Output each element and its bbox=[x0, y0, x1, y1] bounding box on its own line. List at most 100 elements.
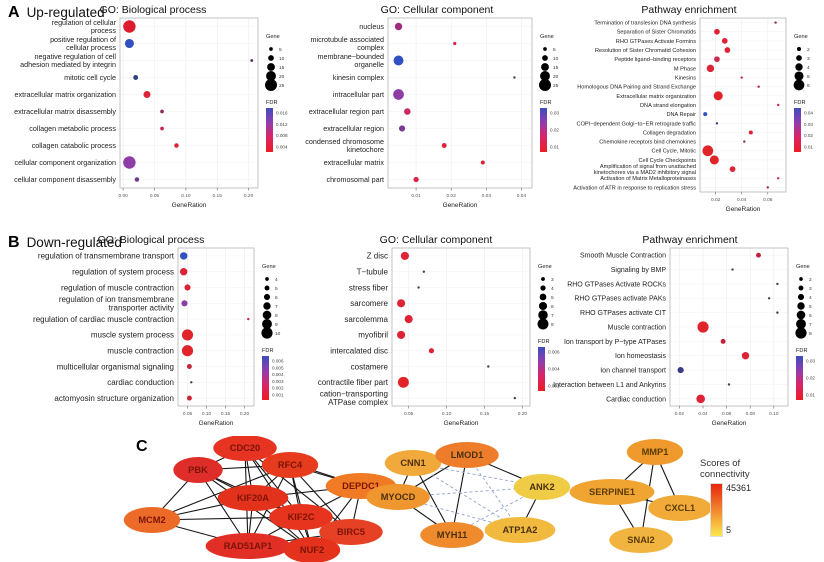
gene-node-label: MMP1 bbox=[642, 447, 669, 457]
connectivity-legend-title-line1: Scores of bbox=[700, 458, 741, 469]
category-label: DNA Repair bbox=[666, 112, 696, 118]
data-point bbox=[729, 166, 736, 172]
category-label: RHO GTPases activate CIT bbox=[580, 310, 667, 317]
category-label: multicellular organismal signaling bbox=[57, 362, 174, 371]
legend-gene-title: Gene bbox=[266, 34, 280, 40]
category-label: DNA strand elongation bbox=[640, 103, 696, 109]
x-tick-label: 0.10 bbox=[202, 411, 212, 417]
panel-a-letter: A bbox=[8, 4, 20, 21]
gene-node-ellipse bbox=[205, 533, 291, 559]
x-tick-label: 0.02 bbox=[675, 411, 685, 417]
data-point bbox=[404, 108, 411, 115]
x-axis-label: GeneRation bbox=[726, 206, 761, 213]
data-point bbox=[394, 22, 403, 31]
data-point bbox=[453, 41, 457, 46]
connectivity-legend-title: Scores of connectivity bbox=[700, 458, 751, 480]
category-label: Resolution of Sister Chromatid Cohesion bbox=[595, 48, 696, 54]
gene-node-BIRC5: BIRC5 bbox=[319, 519, 383, 545]
legend-size-dot bbox=[539, 293, 547, 301]
data-point bbox=[413, 176, 419, 183]
legend-fdr-title: FDR bbox=[266, 100, 278, 106]
legend-fdr-tick: 0.02 bbox=[806, 376, 815, 381]
legend-size-label: 15 bbox=[553, 65, 559, 71]
legend-size-label: 25 bbox=[279, 83, 285, 89]
gene-node-ellipse bbox=[261, 452, 319, 478]
gene-node-ellipse bbox=[319, 519, 383, 545]
legend-size-dot bbox=[539, 79, 551, 91]
gene-node-ANK2: ANK2 bbox=[513, 474, 571, 500]
gene-node-label: KIF2C bbox=[288, 512, 315, 522]
category-label: Activation of ATR in response to replica… bbox=[573, 185, 696, 191]
category-label: Ion homeostasis bbox=[615, 353, 666, 360]
category-label: Ion channel transport bbox=[600, 368, 666, 375]
x-tick-label: 0.05 bbox=[150, 193, 160, 199]
legend-fdr-tick: 0.02 bbox=[550, 128, 559, 133]
legend-fdr-gradient bbox=[262, 356, 269, 400]
category-label: regulation of cellular process bbox=[52, 18, 117, 35]
category-label: Z disc bbox=[367, 252, 388, 261]
data-points bbox=[397, 251, 517, 400]
gene-node-SNAI2: SNAI2 bbox=[609, 527, 673, 553]
category-label: Termination of translesion DNA synthesis bbox=[594, 21, 696, 27]
data-point bbox=[180, 252, 188, 260]
category-label: extracellular matrix organization bbox=[15, 90, 116, 99]
legend-fdr-gradient bbox=[794, 108, 801, 152]
data-point bbox=[766, 186, 769, 189]
legend-fdr-title: FDR bbox=[796, 348, 808, 354]
legend-size-label: 6 bbox=[807, 83, 810, 89]
legend-gene-title: Gene bbox=[262, 264, 276, 270]
legend-fdr-tick: 0.006 bbox=[272, 359, 284, 364]
data-point bbox=[397, 299, 406, 308]
data-point bbox=[774, 21, 777, 24]
gene-node-ellipse bbox=[420, 522, 484, 548]
legend-fdr-tick: 0.012 bbox=[276, 122, 288, 127]
data-points bbox=[677, 252, 779, 404]
x-tick-label: 0.10 bbox=[769, 411, 779, 417]
legend-fdr-tick: 0.001 bbox=[272, 393, 284, 398]
gene-node-label: SERPINE1 bbox=[589, 487, 635, 497]
gene-node-label: ATP1A2 bbox=[503, 525, 538, 535]
dot-plot-svg-a1: GO: Biological process regulation of cell… bbox=[14, 4, 288, 209]
gene-node-ellipse bbox=[123, 507, 181, 533]
legend-size-dot bbox=[799, 277, 803, 281]
x-tick-label: 0.04 bbox=[737, 197, 747, 203]
gene-node-ellipse bbox=[384, 450, 442, 476]
data-point bbox=[748, 130, 753, 135]
legend-size-label: 3 bbox=[551, 277, 554, 283]
gene-node-label: LMOD1 bbox=[451, 450, 484, 460]
legend-fdr-tick: 0.002 bbox=[272, 386, 284, 391]
category-label: regulation of ion transmembrane transport… bbox=[59, 295, 175, 313]
category-label: Extracellular matrix organization bbox=[616, 94, 696, 100]
category-label: Cell Cycle, Mitotic bbox=[652, 149, 697, 155]
legend-size-dot bbox=[263, 302, 271, 310]
category-label: actomyosin structure organization bbox=[54, 394, 174, 403]
dot-plot-svg-a3: Pathway enrichment Termination of transle… bbox=[573, 4, 813, 213]
data-point bbox=[181, 329, 194, 341]
data-point bbox=[756, 252, 761, 258]
x-axis-label: GeneRation bbox=[712, 420, 747, 427]
category-label: extracellular matrix bbox=[324, 158, 385, 167]
data-point bbox=[480, 160, 485, 165]
legend-fdr-gradient bbox=[538, 347, 545, 391]
connectivity-scale-ticks: 45361 5 bbox=[726, 483, 751, 535]
category-label: regulation of transmembrane transport bbox=[38, 252, 175, 261]
panel-b-header: B Down-regulated bbox=[8, 234, 122, 252]
x-tick-label: 0.08 bbox=[746, 411, 756, 417]
gene-node-CDC20: CDC20 bbox=[213, 436, 277, 461]
gene-node-label: PBK bbox=[188, 465, 208, 475]
x-axis-label: GeneRation bbox=[172, 202, 207, 209]
legend-fdr-tick: 0.03 bbox=[804, 122, 813, 127]
legend-size-label: 7 bbox=[809, 322, 812, 328]
category-label: Homologous DNA Pairing and Strand Exchan… bbox=[577, 85, 696, 91]
gene-node-ellipse bbox=[435, 442, 499, 468]
data-point bbox=[398, 125, 406, 132]
data-point bbox=[740, 76, 743, 79]
data-point bbox=[776, 103, 780, 107]
category-label: Smooth Muscle Contraction bbox=[580, 253, 666, 260]
legend-size-dot bbox=[795, 327, 807, 339]
data-point bbox=[709, 155, 719, 165]
category-label: collagen metabolic process bbox=[29, 124, 116, 133]
gene-node-CNN1: CNN1 bbox=[384, 450, 442, 476]
legend-size-label: 5 bbox=[275, 286, 278, 292]
